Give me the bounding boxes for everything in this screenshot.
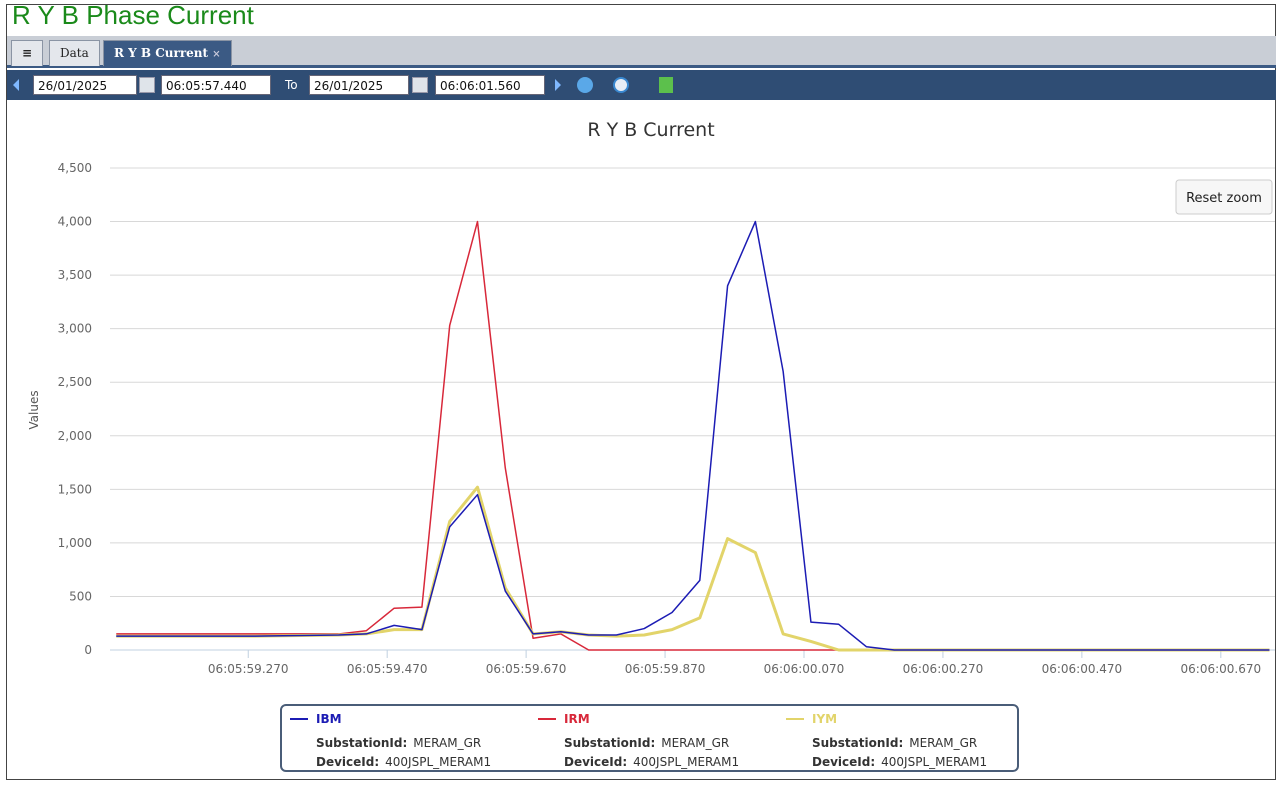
x-tick-label: 06:06:00.270 [903, 662, 984, 676]
legend-value: 400JSPL_MERAM1 [881, 755, 987, 769]
y-tick-label: 3,000 [58, 322, 92, 336]
y-tick-label: 2,000 [58, 429, 92, 443]
x-tick-label: 06:05:59.470 [347, 662, 428, 676]
legend-detail: DeviceId: 400JSPL_MERAM1 [812, 755, 987, 769]
y-tick-label: 4,500 [58, 161, 92, 175]
calendar-button[interactable] [139, 77, 155, 93]
legend-field: DeviceId: [812, 755, 875, 769]
from-time[interactable]: 06:05:57.440 [161, 75, 271, 95]
legend-field: SubstationId: [564, 736, 655, 750]
export-button[interactable] [659, 77, 673, 93]
legend-box [280, 704, 1019, 772]
y-tick-label: 3,500 [58, 268, 92, 282]
legend-label: IBM [316, 712, 342, 726]
x-tick-label: 06:05:59.870 [625, 662, 706, 676]
page-title: R Y B Phase Current [12, 0, 254, 30]
tab-label[interactable]: R Y B Current [114, 46, 209, 60]
tab[interactable]: Data [49, 40, 100, 66]
reset-zoom-button[interactable] [1175, 179, 1273, 215]
from-date[interactable]: 26/01/2025 [33, 75, 137, 95]
legend-field: DeviceId: [564, 755, 627, 769]
next-button[interactable] [555, 79, 561, 91]
x-tick-label: 06:05:59.270 [208, 662, 289, 676]
reset-zoom-label[interactable]: Reset zoom [1186, 191, 1262, 206]
series-line [116, 220, 1270, 651]
x-tick-label: 06:06:00.470 [1042, 662, 1123, 676]
legend-detail: DeviceId: 400JSPL_MERAM1 [316, 755, 491, 769]
legend-value: MERAM_GR [661, 736, 729, 750]
y-axis-label: Values [27, 390, 41, 429]
legend-label: IYM [812, 712, 837, 726]
legend-value: MERAM_GR [909, 736, 977, 750]
frame [6, 4, 1276, 780]
legend-detail: SubstationId: MERAM_GR [316, 736, 481, 750]
y-tick-label: 2,500 [58, 375, 92, 389]
legend-value: 400JSPL_MERAM1 [633, 755, 739, 769]
legend-detail: SubstationId: MERAM_GR [564, 736, 729, 750]
prev-button[interactable] [13, 79, 19, 91]
x-tick-label: 06:05:59.670 [486, 662, 567, 676]
tab-bar: ≡ Data R Y B Current × [7, 36, 1276, 68]
legend-label: IRM [564, 712, 590, 726]
refresh-button[interactable] [577, 77, 593, 93]
x-tick-label: 06:06:00.670 [1181, 662, 1262, 676]
to-date[interactable]: 26/01/2025 [309, 75, 409, 95]
legend-detail: DeviceId: 400JSPL_MERAM1 [564, 755, 739, 769]
y-tick-label: 1,000 [58, 536, 92, 550]
legend-value: 400JSPL_MERAM1 [385, 755, 491, 769]
chart-title: R Y B Current [587, 119, 714, 141]
legend-value: MERAM_GR [413, 736, 481, 750]
y-tick-label: 0 [84, 643, 92, 657]
calendar-button[interactable] [412, 77, 428, 93]
y-tick-label: 500 [69, 589, 92, 603]
y-tick-label: 4,000 [58, 215, 92, 229]
y-tick-label: 1,500 [58, 482, 92, 496]
legend-detail: SubstationId: MERAM_GR [812, 736, 977, 750]
legend-field: DeviceId: [316, 755, 379, 769]
tab-active[interactable]: R Y B Current × [103, 40, 232, 66]
clock-button[interactable] [613, 77, 629, 93]
x-tick-label: 06:06:00.070 [764, 662, 845, 676]
toolbar: 26/01/2025 06:05:57.440 To 26/01/2025 06… [7, 70, 1276, 100]
legend-field: SubstationId: [812, 736, 903, 750]
to-label: To [285, 78, 298, 92]
to-time[interactable]: 06:06:01.560 [435, 75, 545, 95]
series-line [116, 220, 1270, 651]
menu-button[interactable]: ≡ [11, 40, 44, 66]
legend-field: SubstationId: [316, 736, 407, 750]
tab-close[interactable]: × [212, 49, 221, 60]
